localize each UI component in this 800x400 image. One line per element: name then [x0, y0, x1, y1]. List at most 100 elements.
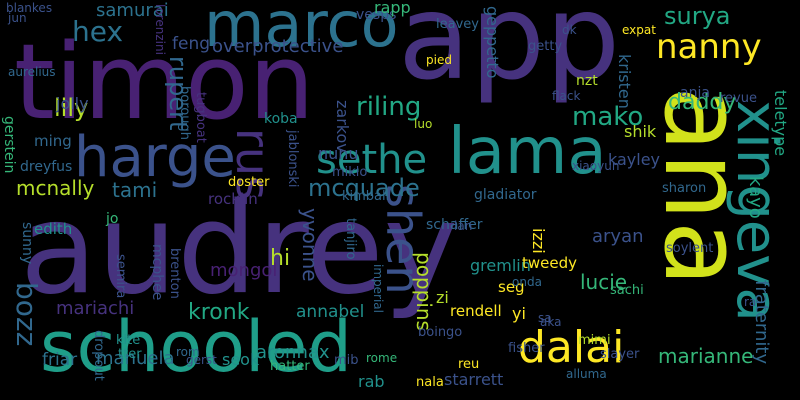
word: hi: [270, 246, 291, 271]
word: tanjiro: [343, 218, 358, 260]
word: aronnax: [256, 342, 330, 363]
word: overprotective: [212, 36, 344, 57]
word: dropout: [91, 330, 106, 381]
word: flack: [552, 89, 581, 103]
word: mcnally: [16, 176, 95, 200]
word: jolly: [56, 94, 89, 113]
word: seg: [498, 278, 525, 296]
word: mib: [334, 353, 359, 368]
word: lily: [54, 94, 89, 122]
word: semira: [113, 254, 128, 299]
word: miklo: [332, 165, 368, 180]
word: marianne: [658, 344, 754, 368]
word: sharon: [662, 181, 707, 196]
word: audrey: [20, 175, 459, 322]
word: nzt: [576, 73, 598, 89]
word: tter: [118, 347, 142, 362]
word: fisher: [508, 341, 545, 356]
word: kite: [116, 333, 141, 348]
word: teletype: [771, 90, 790, 157]
word: mongol: [210, 260, 278, 281]
word: sethe: [316, 137, 428, 183]
word: rapp: [374, 0, 411, 17]
word: app: [398, 0, 621, 106]
word: izzi: [529, 228, 548, 254]
word: hatter: [270, 359, 310, 374]
word: geppetto: [483, 6, 502, 79]
word: yvonne: [298, 208, 322, 282]
word: manuela: [96, 348, 175, 369]
word: alluma: [566, 367, 607, 381]
word: hex: [72, 15, 124, 48]
word: dreyfus: [20, 159, 73, 175]
word: kayo: [745, 176, 766, 219]
word: getty: [528, 39, 563, 54]
word: vesps: [356, 7, 397, 23]
word: schooled: [40, 306, 352, 388]
word: slayer: [600, 347, 640, 362]
word: zi: [436, 288, 449, 307]
word: jablonski: [285, 130, 300, 188]
word: ming: [34, 132, 72, 150]
word: xingeva: [724, 100, 789, 322]
word: lama: [448, 115, 607, 189]
word: daddy: [668, 90, 737, 115]
word: poppins: [412, 252, 436, 331]
word: starrett: [444, 370, 504, 389]
word: pied: [426, 53, 452, 67]
word: luo: [414, 117, 433, 131]
word: tugboat: [193, 92, 208, 143]
word: riling: [356, 92, 422, 122]
word: soylent: [666, 241, 714, 256]
word: yi: [512, 304, 526, 323]
word: rupert: [164, 56, 192, 131]
word: koba: [264, 111, 298, 127]
word: boingo: [418, 325, 463, 340]
word: anja: [680, 85, 710, 101]
word: sunny: [19, 222, 35, 265]
word: lucie: [580, 270, 628, 294]
word: nunu: [318, 144, 359, 163]
word: tami: [112, 178, 158, 202]
word: kayley: [608, 150, 661, 169]
word: gladiator: [474, 187, 537, 203]
word: kristen: [615, 54, 634, 109]
word: rus: [226, 128, 280, 201]
word: bozz: [10, 282, 43, 347]
word: edith: [34, 220, 73, 238]
word: blankes: [6, 1, 53, 15]
word: gerst: [186, 353, 217, 367]
word: feng: [172, 34, 211, 54]
word: mcphee: [149, 244, 165, 301]
word: harge: [74, 125, 236, 190]
word: leavey: [436, 17, 479, 32]
word: nala: [416, 375, 444, 390]
word: rab: [358, 372, 385, 391]
word: kronk: [188, 300, 250, 325]
word: fraternity: [751, 280, 772, 365]
word: aryan: [592, 226, 644, 247]
word: kimball: [342, 189, 390, 204]
word: dalai: [518, 322, 625, 373]
word: onda: [512, 275, 542, 289]
word: dk: [562, 23, 577, 37]
word: lorenzini: [153, 4, 167, 55]
word: jo: [106, 211, 119, 227]
word: sa: [538, 311, 552, 325]
word: aka: [540, 315, 562, 329]
word: gerstein: [1, 116, 17, 174]
word: schaffer: [426, 217, 483, 233]
word: friar: [42, 350, 78, 370]
word: nanny: [656, 27, 762, 67]
word: samurai: [96, 0, 169, 21]
word: reu: [458, 357, 480, 372]
word: seok: [222, 350, 260, 369]
word: mako: [572, 102, 644, 132]
word: jun: [8, 11, 27, 25]
word: expat: [622, 23, 656, 37]
word: mcquade: [308, 174, 420, 202]
word: rendell: [450, 302, 502, 320]
word: shen: [376, 184, 430, 295]
word: aurelius: [8, 65, 56, 79]
